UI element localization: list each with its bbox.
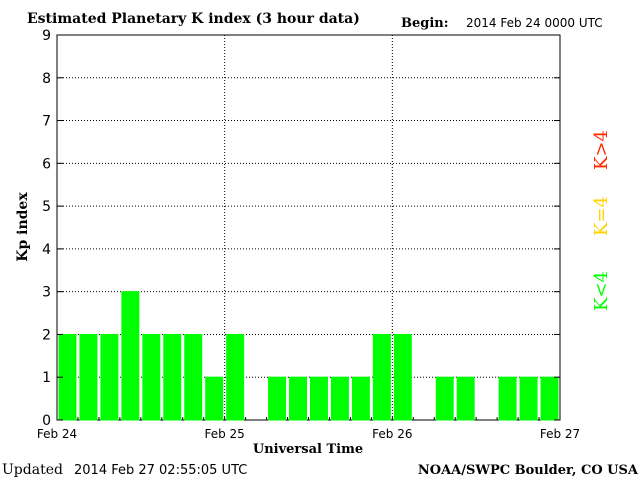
kp-bar: [372, 333, 391, 421]
y-tick-label: 2: [42, 327, 51, 343]
kp-bar: [498, 376, 517, 421]
kp-bar: [79, 333, 98, 421]
begin-label: Begin:: [401, 16, 449, 31]
x-tick-label: Feb 26: [372, 427, 412, 441]
kp-bar: [456, 376, 475, 421]
kp-bar: [289, 376, 307, 421]
y-tick-label: 8: [42, 71, 51, 87]
credit-text: NOAA/SWPC Boulder, CO USA: [418, 463, 639, 478]
kp-bar: [519, 376, 538, 421]
legend-k-less-4: K<4: [591, 271, 612, 311]
x-tick-label: Feb 25: [204, 427, 244, 441]
legend-k-equal-4: K=4: [591, 196, 612, 236]
kp-bar: [393, 333, 412, 421]
updated-value: 2014 Feb 27 02:55:05 UTC: [74, 463, 247, 478]
y-tick-label: 7: [42, 114, 51, 130]
y-axis-ticks: 0 1 2 3 4 5 6 7 8 9: [42, 28, 560, 429]
x-axis-ticks: Feb 24 Feb 25 Feb 26 Feb 27: [37, 417, 580, 441]
y-tick-label: 4: [42, 242, 51, 258]
x-axis-label: Universal Time: [253, 442, 363, 457]
kp-bar: [226, 333, 245, 421]
chart-title: Estimated Planetary K index (3 hour data…: [27, 11, 360, 27]
kp-bar: [184, 333, 203, 421]
x-tick-label: Feb 27: [540, 427, 580, 441]
kp-bar: [121, 291, 140, 421]
y-tick-label: 1: [42, 370, 51, 386]
x-tick-label: Feb 24: [37, 427, 77, 441]
kp-bar: [330, 376, 349, 421]
plot-frame: [56, 34, 561, 421]
kp-bar: [100, 333, 119, 421]
updated-label: Updated: [2, 462, 63, 478]
y-tick-label: 3: [42, 285, 51, 301]
kp-bar: [142, 333, 161, 421]
kp-bar: [351, 376, 370, 421]
grid-lines: [57, 35, 560, 420]
y-tick-label: 0: [42, 413, 51, 429]
legend-k-greater-4: K>4: [591, 130, 612, 170]
kp-bar: [268, 376, 287, 421]
y-axis-label: Kp index: [15, 192, 31, 262]
y-tick-label: 6: [42, 156, 51, 172]
kp-bar: [310, 376, 328, 421]
kp-bar: [435, 376, 454, 421]
bar-series: [58, 291, 559, 421]
kp-bar: [163, 333, 182, 421]
kp-bar: [540, 376, 559, 421]
y-tick-label: 9: [42, 28, 51, 44]
kp-bar: [205, 376, 224, 421]
begin-value: 2014 Feb 24 0000 UTC: [466, 16, 603, 30]
y-tick-label: 5: [42, 199, 51, 215]
